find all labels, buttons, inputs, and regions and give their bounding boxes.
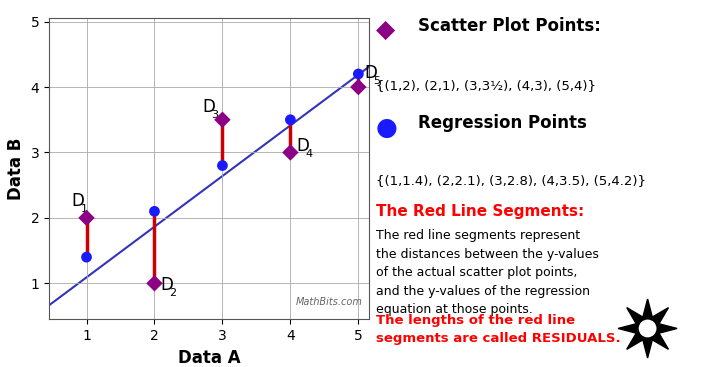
Text: The red line segments represent
the distances between the y-values
of the actual: The red line segments represent the dist… [376,229,598,316]
Point [81,254,92,260]
Point [149,208,160,214]
Text: The lengths of the red line
segments are called RESIDUALS.: The lengths of the red line segments are… [376,314,620,345]
Text: 5: 5 [373,76,380,86]
Point [285,117,296,123]
Text: The Red Line Segments:: The Red Line Segments: [376,204,584,219]
Text: MathBits.com: MathBits.com [296,297,362,307]
Point [149,280,160,286]
Text: {(1,2), (2,1), (3,3½), (4,3), (5,4)}: {(1,2), (2,1), (3,3½), (4,3), (5,4)} [376,79,595,92]
Point [81,215,92,221]
Text: D: D [161,276,173,294]
Point [217,117,228,123]
Text: 4: 4 [305,149,312,159]
Text: 2: 2 [169,288,177,298]
Point [285,149,296,155]
Text: Regression Points: Regression Points [418,114,587,132]
Polygon shape [618,299,677,358]
Text: 3: 3 [211,110,218,120]
Text: ●: ● [376,116,397,139]
Point [352,84,364,90]
Text: Scatter Plot Points:: Scatter Plot Points: [418,17,601,34]
Point [217,163,228,168]
Text: D: D [364,65,378,83]
Circle shape [640,320,656,337]
Text: D: D [296,137,310,155]
Text: {(1,1.4), (2,2.1), (3,2.8), (4,3.5), (5,4.2)}: {(1,1.4), (2,2.1), (3,2.8), (4,3.5), (5,… [376,174,646,187]
Text: 1: 1 [81,204,88,214]
Text: ◆: ◆ [376,18,395,42]
Point [352,71,364,77]
X-axis label: Data A: Data A [178,349,240,367]
Y-axis label: Data B: Data B [7,138,25,200]
Text: D: D [72,192,84,210]
Text: D: D [202,98,215,116]
